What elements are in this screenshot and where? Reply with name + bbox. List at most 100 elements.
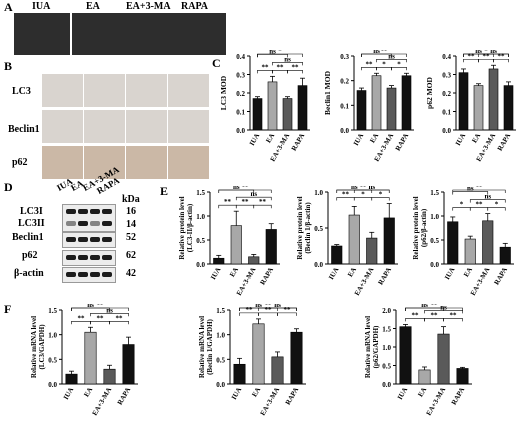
group-label-iua: IUA <box>32 1 51 12</box>
category-label: IUA <box>352 132 365 147</box>
bar <box>437 333 450 385</box>
kda-header: kDa <box>122 194 140 205</box>
panel-label-c: C <box>212 56 221 70</box>
y-axis-label: Relative protein level <box>412 196 420 259</box>
y-tick-label: 0.2 <box>236 90 245 98</box>
y-tick-label: 0.0 <box>236 127 245 135</box>
wb-label-lc3i: LC3I <box>20 206 43 217</box>
category-label: RAPA <box>290 132 306 152</box>
significance-mark: ** <box>431 304 439 309</box>
category-label: RAPA <box>116 386 132 406</box>
y-tick-label: 1.5 <box>216 307 225 315</box>
y-tick-label: 0.3 <box>340 53 349 61</box>
y-tick-label: 1.5 <box>48 307 57 315</box>
category-label: IUA <box>209 266 222 281</box>
significance-mark: ** <box>246 306 254 314</box>
y-tick-label: 1.0 <box>314 189 323 197</box>
significance-bracket <box>272 62 303 66</box>
significance-mark: ns <box>440 304 447 311</box>
bar <box>213 257 225 265</box>
y-tick-label: 0.0 <box>382 381 391 389</box>
significance-mark: ** <box>284 306 292 314</box>
chart-beclin1-protein: 0.0 0.5 1.0 Relative protein level (Beclin 1… <box>296 186 398 297</box>
bar <box>386 87 397 131</box>
blot-beclin1 <box>62 232 116 248</box>
blot-p62 <box>62 250 116 266</box>
significance-mark: ** <box>366 60 374 68</box>
significance-bracket <box>258 307 297 311</box>
y-tick-label: 0.5 <box>216 356 225 364</box>
ihc-row-label-beclin1: Beclin1 <box>8 124 40 135</box>
significance-mark: * <box>495 201 499 209</box>
significance-mark: ns <box>284 55 291 63</box>
significance-mark: * <box>397 60 401 68</box>
ihc-image <box>168 146 209 179</box>
category-label: IUA <box>454 132 467 147</box>
significance-mark: ** <box>450 311 458 319</box>
significance-mark: ns <box>421 304 428 309</box>
y-tick-label: 0.0 <box>442 127 451 135</box>
ihc-image <box>168 110 209 143</box>
y-tick-label: 1.5 <box>196 189 205 197</box>
significance-mark: ns <box>368 186 375 191</box>
em-image-ea <box>72 13 128 55</box>
significance-bracket <box>376 58 407 63</box>
y-tick-label: 0.0 <box>196 261 205 269</box>
y-tick-label: 0.1 <box>236 109 245 117</box>
significance-bracket <box>109 320 129 325</box>
y-tick-label: 0.0 <box>430 261 439 269</box>
chart-p62-protein: 0.0 0.5 1.0 1.5 Relative protein level (p62/β… <box>412 186 514 297</box>
significance-mark: ** <box>116 314 124 322</box>
bar <box>499 246 511 265</box>
category-label: EA <box>264 132 276 144</box>
bar <box>458 72 469 131</box>
bar <box>488 68 499 131</box>
em-image-rapa <box>170 13 226 55</box>
significance-bracket <box>235 196 272 201</box>
significance-mark: ns <box>274 304 281 309</box>
bar <box>252 323 265 385</box>
significance-mark: ns <box>87 304 94 309</box>
group-label-rapa: RAPA <box>181 1 209 12</box>
wb-label-p62: p62 <box>22 250 38 261</box>
y-axis-label-unit: (LC3-II/β-actin) <box>186 203 194 252</box>
category-label: RAPA <box>284 386 300 406</box>
y-tick-label: 0.5 <box>196 237 205 245</box>
chart-lc3-mrna: 0.0 0.5 1.0 1.5 Relative mRNA level (LC3/GAPD… <box>30 304 138 417</box>
significance-bracket <box>353 189 390 193</box>
significance-mark: ** <box>342 191 350 199</box>
ihc-image <box>84 110 125 143</box>
ihc-image <box>126 74 167 107</box>
category-label: EA <box>416 386 428 398</box>
y-axis-label: p62 MOD <box>425 76 434 108</box>
bar <box>230 225 242 265</box>
kda-p62: 62 <box>126 250 136 261</box>
bar <box>503 85 514 131</box>
significance-mark: ** <box>259 198 267 206</box>
category-label: RAPA <box>493 266 509 286</box>
bar <box>399 326 412 385</box>
y-tick-label: 0.5 <box>314 225 323 233</box>
significance-bracket <box>272 70 288 74</box>
y-tick-label: 0.5 <box>382 363 391 371</box>
significance-mark: ns <box>467 186 474 193</box>
y-tick-label: 0.1 <box>340 102 349 110</box>
category-label: EA+3-MA <box>91 386 114 417</box>
kda-bactin: 42 <box>126 268 136 279</box>
bar <box>265 229 277 265</box>
significance-mark: ns <box>490 50 497 55</box>
bar <box>383 217 395 265</box>
bar <box>418 369 431 385</box>
significance-mark: ** <box>483 52 491 60</box>
significance-mark: * <box>460 201 464 209</box>
ihc-image <box>126 146 167 179</box>
bar <box>103 368 116 385</box>
y-tick-label: 1.0 <box>48 332 57 340</box>
bar <box>248 256 260 265</box>
significance-mark: * <box>382 60 386 68</box>
category-label: EA+3-MA <box>425 386 448 417</box>
chart-lc3ii-protein: 0.0 0.5 1.0 1.5 Relative protein level (LC3-I… <box>178 186 280 297</box>
